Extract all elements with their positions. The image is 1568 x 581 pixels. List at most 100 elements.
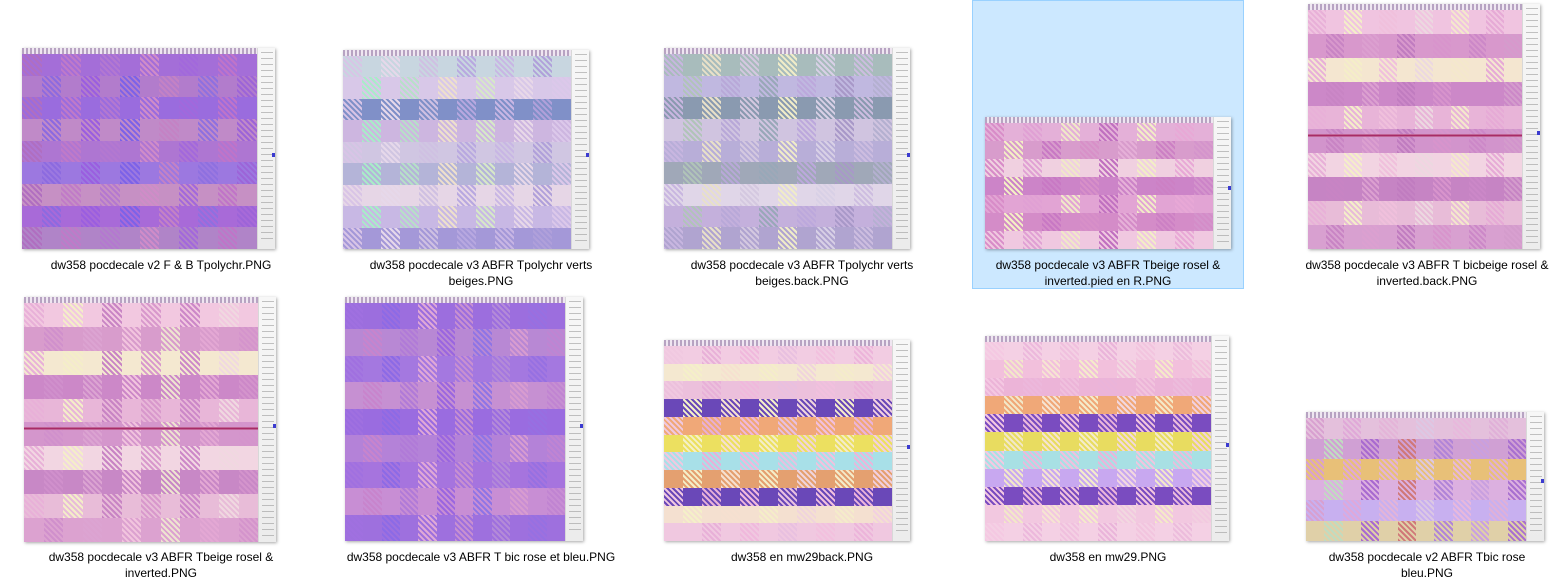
file-item[interactable]: dw358 pocdecale v3 ABFR Tbeige rosel & i… xyxy=(972,0,1244,289)
weave-cell xyxy=(381,56,400,78)
weave-cell xyxy=(473,461,492,489)
file-item[interactable]: dw358 pocdecale v3 ABFR Tbeige rosel & i… xyxy=(10,292,312,581)
weave-cell xyxy=(1118,231,1137,249)
weave-cell xyxy=(43,374,63,399)
weave-cell xyxy=(82,374,102,399)
weave-cell xyxy=(683,346,702,364)
weave-cell xyxy=(43,518,63,542)
file-item[interactable]: dw358 pocdecale v2 F & B Tpolychr.PNG xyxy=(10,0,312,289)
weave-cell xyxy=(1173,414,1193,433)
weave-cell xyxy=(61,227,81,249)
weave-cell xyxy=(363,329,382,356)
weave-cell xyxy=(1156,123,1175,141)
weave-cell xyxy=(455,382,474,409)
weave-cell xyxy=(1343,57,1362,82)
file-item[interactable]: dw358 pocdecale v3 ABFR T bic rose et bl… xyxy=(330,292,632,581)
weave-cell xyxy=(1471,500,1490,521)
weave-cell xyxy=(418,461,437,489)
file-item[interactable]: dw358 en mw29.PNG xyxy=(972,292,1244,581)
weave-cell xyxy=(1118,159,1137,177)
weave-cell xyxy=(1361,57,1380,82)
file-item[interactable]: dw358 pocdecale v3 ABFR Tpolychr verts b… xyxy=(651,0,953,289)
weave-cell xyxy=(721,381,740,400)
weave-cell xyxy=(82,518,102,542)
weave-cell xyxy=(1042,213,1061,231)
file-item[interactable]: dw358 pocdecale v3 ABFR T bicbeige rosel… xyxy=(1296,0,1558,289)
weave-cell xyxy=(854,205,873,228)
weave-cell xyxy=(1003,414,1023,433)
weave-cell xyxy=(854,523,873,541)
weave-cell xyxy=(778,487,797,506)
weave-cell xyxy=(1452,438,1471,459)
weave-cell xyxy=(1061,195,1080,213)
weave-cell xyxy=(141,326,161,351)
weave-cell xyxy=(80,54,101,76)
weave-cell xyxy=(835,523,854,541)
weave-cell xyxy=(702,118,721,141)
weave-cell xyxy=(797,399,816,417)
weave-cell xyxy=(1343,10,1362,34)
weave-cell xyxy=(1325,33,1344,58)
weave-cell xyxy=(1079,432,1098,451)
weave-cell xyxy=(43,446,63,471)
weave-cell xyxy=(139,140,160,163)
weave-cell xyxy=(1397,57,1415,82)
weave-cell xyxy=(1468,105,1487,130)
weave-cell xyxy=(1004,159,1023,177)
weave-cell xyxy=(835,416,854,435)
weave-cell xyxy=(816,54,835,76)
weave-cell xyxy=(476,98,495,121)
weave-cell xyxy=(1041,486,1061,505)
thumbnail-header-strip xyxy=(22,48,257,54)
weave-cell xyxy=(238,470,258,495)
weave-cell xyxy=(343,98,362,121)
weave-cell xyxy=(345,435,364,462)
weave-cell xyxy=(473,514,492,541)
weave-cell xyxy=(61,118,81,141)
weave-cell xyxy=(1099,123,1118,141)
weave-cell xyxy=(219,494,239,519)
weave-cell xyxy=(1468,201,1487,226)
weave-cell xyxy=(121,374,141,399)
weave-cell xyxy=(1432,33,1451,58)
weave-cell xyxy=(198,118,218,141)
file-item[interactable]: dw358 pocdecale v2 ABFR Tbic rose bleu.P… xyxy=(1296,292,1558,581)
weave-pattern xyxy=(1306,418,1526,541)
file-item[interactable]: dw358 pocdecale v3 ABFR Tpolychr verts b… xyxy=(330,0,632,289)
weave-cell xyxy=(219,446,239,471)
weave-cell xyxy=(41,205,62,228)
weave-cell xyxy=(41,54,62,76)
weave-cell xyxy=(1489,520,1508,541)
weave-cell xyxy=(400,408,419,436)
weave-cell xyxy=(1324,418,1343,439)
weave-cell xyxy=(238,494,258,519)
weave-pattern xyxy=(343,56,571,249)
weave-cell xyxy=(1343,225,1362,249)
weave-cell xyxy=(102,470,122,495)
weave-cell xyxy=(1041,450,1061,469)
weave-cell xyxy=(1468,33,1487,58)
weave-cell xyxy=(159,118,179,141)
weave-cell xyxy=(363,408,382,436)
weave-cell xyxy=(510,303,529,330)
weave-cell xyxy=(1098,504,1117,523)
weave-cell xyxy=(740,523,759,541)
weave-cell xyxy=(1450,153,1469,178)
weave-cell xyxy=(797,363,816,382)
weave-cell xyxy=(1118,177,1137,195)
weave-cell xyxy=(1135,414,1155,433)
weave-cell xyxy=(1325,177,1344,202)
weave-cell xyxy=(1471,479,1490,500)
weave-cell xyxy=(100,205,120,228)
file-item[interactable]: dw358 en mw29back.PNG xyxy=(651,292,953,581)
weave-cell xyxy=(1308,10,1326,34)
weave-cell xyxy=(985,123,1004,141)
weave-cell xyxy=(491,514,510,541)
weave-cell xyxy=(63,518,83,542)
weave-cell xyxy=(1468,225,1487,249)
weave-cell xyxy=(873,452,892,471)
weave-cell xyxy=(1042,123,1061,141)
weave-cell xyxy=(1194,195,1213,213)
weave-cell xyxy=(1060,504,1080,523)
thumbnail-marker xyxy=(272,153,275,157)
